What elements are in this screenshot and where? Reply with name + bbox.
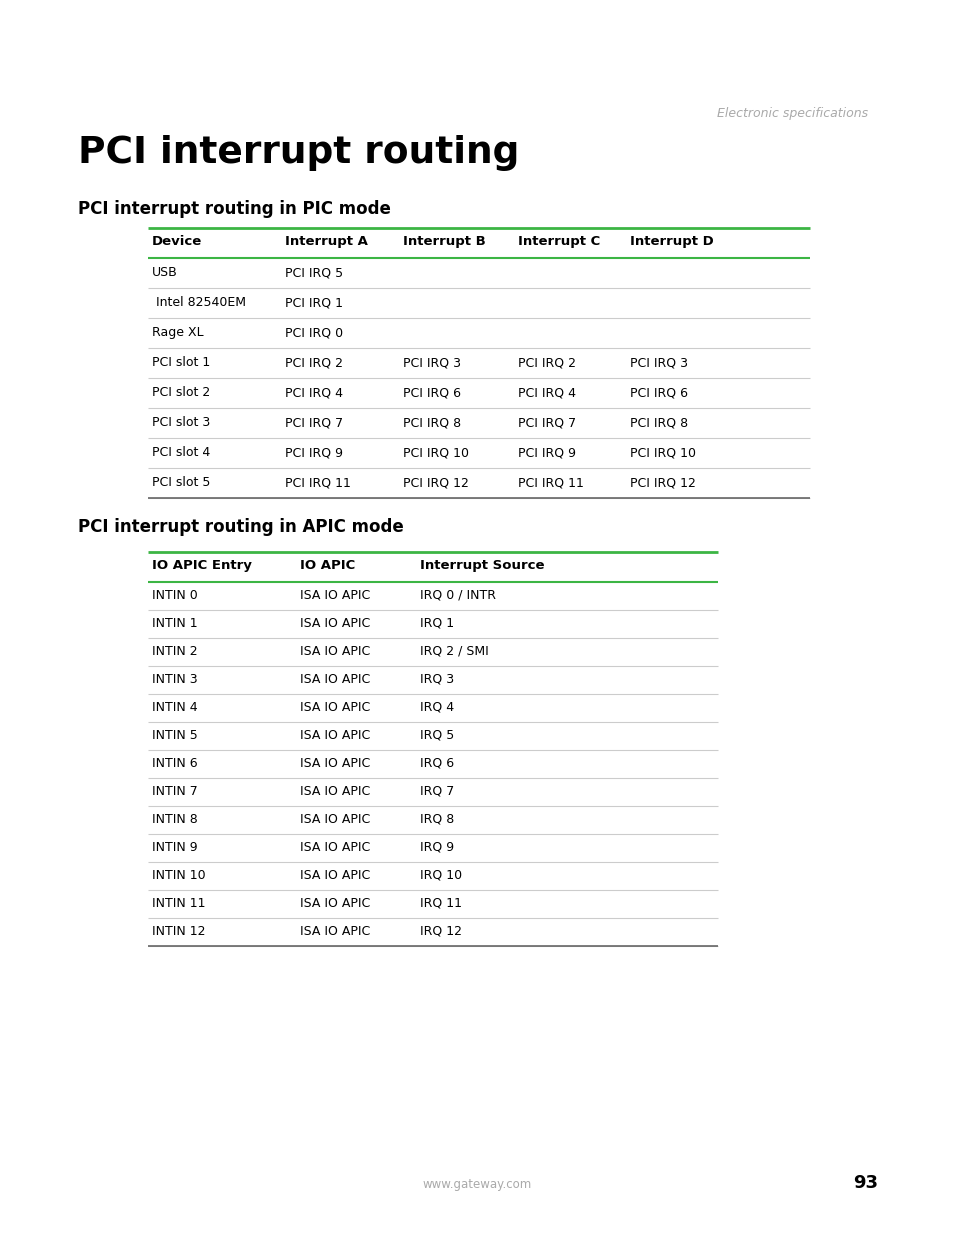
Text: INTIN 10: INTIN 10 — [152, 869, 206, 882]
Text: IRQ 9: IRQ 9 — [419, 841, 454, 853]
Text: PCI IRQ 12: PCI IRQ 12 — [629, 475, 695, 489]
Text: PCI IRQ 5: PCI IRQ 5 — [285, 266, 343, 279]
Text: INTIN 11: INTIN 11 — [152, 897, 205, 910]
Text: PCI IRQ 3: PCI IRQ 3 — [629, 356, 687, 369]
Text: Interrupt D: Interrupt D — [629, 235, 713, 248]
Text: PCI IRQ 9: PCI IRQ 9 — [285, 446, 343, 459]
Text: PCI IRQ 7: PCI IRQ 7 — [285, 416, 343, 429]
Text: IO APIC: IO APIC — [299, 559, 355, 572]
Text: PCI IRQ 7: PCI IRQ 7 — [517, 416, 576, 429]
Text: ISA IO APIC: ISA IO APIC — [299, 701, 370, 714]
Text: ISA IO APIC: ISA IO APIC — [299, 785, 370, 798]
Text: IO APIC Entry: IO APIC Entry — [152, 559, 252, 572]
Text: IRQ 10: IRQ 10 — [419, 869, 461, 882]
Text: PCI IRQ 10: PCI IRQ 10 — [402, 446, 469, 459]
Text: INTIN 1: INTIN 1 — [152, 618, 197, 630]
Text: Interrupt A: Interrupt A — [285, 235, 368, 248]
Text: INTIN 4: INTIN 4 — [152, 701, 197, 714]
Text: IRQ 8: IRQ 8 — [419, 813, 454, 826]
Text: ISA IO APIC: ISA IO APIC — [299, 757, 370, 769]
Text: ISA IO APIC: ISA IO APIC — [299, 729, 370, 742]
Text: Interrupt Source: Interrupt Source — [419, 559, 544, 572]
Text: INTIN 2: INTIN 2 — [152, 645, 197, 658]
Text: Intel 82540EM: Intel 82540EM — [152, 296, 246, 309]
Text: ISA IO APIC: ISA IO APIC — [299, 618, 370, 630]
Text: INTIN 6: INTIN 6 — [152, 757, 197, 769]
Text: PCI slot 3: PCI slot 3 — [152, 416, 210, 429]
Text: PCI IRQ 9: PCI IRQ 9 — [517, 446, 576, 459]
Text: INTIN 8: INTIN 8 — [152, 813, 197, 826]
Text: 93: 93 — [852, 1174, 877, 1192]
Text: PCI IRQ 8: PCI IRQ 8 — [402, 416, 460, 429]
Text: PCI IRQ 11: PCI IRQ 11 — [517, 475, 583, 489]
Text: IRQ 2 / SMI: IRQ 2 / SMI — [419, 645, 488, 658]
Text: INTIN 3: INTIN 3 — [152, 673, 197, 685]
Text: ISA IO APIC: ISA IO APIC — [299, 897, 370, 910]
Text: PCI slot 1: PCI slot 1 — [152, 356, 210, 369]
Text: IRQ 12: IRQ 12 — [419, 925, 461, 939]
Text: www.gateway.com: www.gateway.com — [422, 1178, 531, 1191]
Text: IRQ 3: IRQ 3 — [419, 673, 454, 685]
Text: IRQ 6: IRQ 6 — [419, 757, 454, 769]
Text: IRQ 11: IRQ 11 — [419, 897, 461, 910]
Text: IRQ 4: IRQ 4 — [419, 701, 454, 714]
Text: ISA IO APIC: ISA IO APIC — [299, 869, 370, 882]
Text: Electronic specifications: Electronic specifications — [716, 107, 867, 120]
Text: PCI IRQ 8: PCI IRQ 8 — [629, 416, 687, 429]
Text: Rage XL: Rage XL — [152, 326, 203, 338]
Text: PCI IRQ 2: PCI IRQ 2 — [285, 356, 343, 369]
Text: INTIN 7: INTIN 7 — [152, 785, 197, 798]
Text: INTIN 5: INTIN 5 — [152, 729, 197, 742]
Text: PCI interrupt routing in APIC mode: PCI interrupt routing in APIC mode — [78, 517, 403, 536]
Text: INTIN 12: INTIN 12 — [152, 925, 205, 939]
Text: USB: USB — [152, 266, 177, 279]
Text: PCI IRQ 4: PCI IRQ 4 — [285, 387, 343, 399]
Text: ISA IO APIC: ISA IO APIC — [299, 673, 370, 685]
Text: IRQ 0 / INTR: IRQ 0 / INTR — [419, 589, 496, 601]
Text: IRQ 1: IRQ 1 — [419, 618, 454, 630]
Text: IRQ 7: IRQ 7 — [419, 785, 454, 798]
Text: IRQ 5: IRQ 5 — [419, 729, 454, 742]
Text: PCI IRQ 4: PCI IRQ 4 — [517, 387, 576, 399]
Text: Device: Device — [152, 235, 202, 248]
Text: ISA IO APIC: ISA IO APIC — [299, 589, 370, 601]
Text: PCI IRQ 1: PCI IRQ 1 — [285, 296, 343, 309]
Text: ISA IO APIC: ISA IO APIC — [299, 645, 370, 658]
Text: PCI interrupt routing: PCI interrupt routing — [78, 135, 518, 170]
Text: PCI slot 4: PCI slot 4 — [152, 446, 210, 459]
Text: INTIN 9: INTIN 9 — [152, 841, 197, 853]
Text: PCI IRQ 2: PCI IRQ 2 — [517, 356, 576, 369]
Text: ISA IO APIC: ISA IO APIC — [299, 813, 370, 826]
Text: ISA IO APIC: ISA IO APIC — [299, 841, 370, 853]
Text: PCI IRQ 10: PCI IRQ 10 — [629, 446, 696, 459]
Text: Interrupt B: Interrupt B — [402, 235, 485, 248]
Text: PCI IRQ 6: PCI IRQ 6 — [629, 387, 687, 399]
Text: PCI IRQ 12: PCI IRQ 12 — [402, 475, 468, 489]
Text: PCI IRQ 3: PCI IRQ 3 — [402, 356, 460, 369]
Text: PCI slot 2: PCI slot 2 — [152, 387, 210, 399]
Text: ISA IO APIC: ISA IO APIC — [299, 925, 370, 939]
Text: PCI slot 5: PCI slot 5 — [152, 475, 211, 489]
Text: PCI interrupt routing in PIC mode: PCI interrupt routing in PIC mode — [78, 200, 391, 219]
Text: PCI IRQ 11: PCI IRQ 11 — [285, 475, 351, 489]
Text: Interrupt C: Interrupt C — [517, 235, 599, 248]
Text: PCI IRQ 0: PCI IRQ 0 — [285, 326, 343, 338]
Text: INTIN 0: INTIN 0 — [152, 589, 197, 601]
Text: PCI IRQ 6: PCI IRQ 6 — [402, 387, 460, 399]
